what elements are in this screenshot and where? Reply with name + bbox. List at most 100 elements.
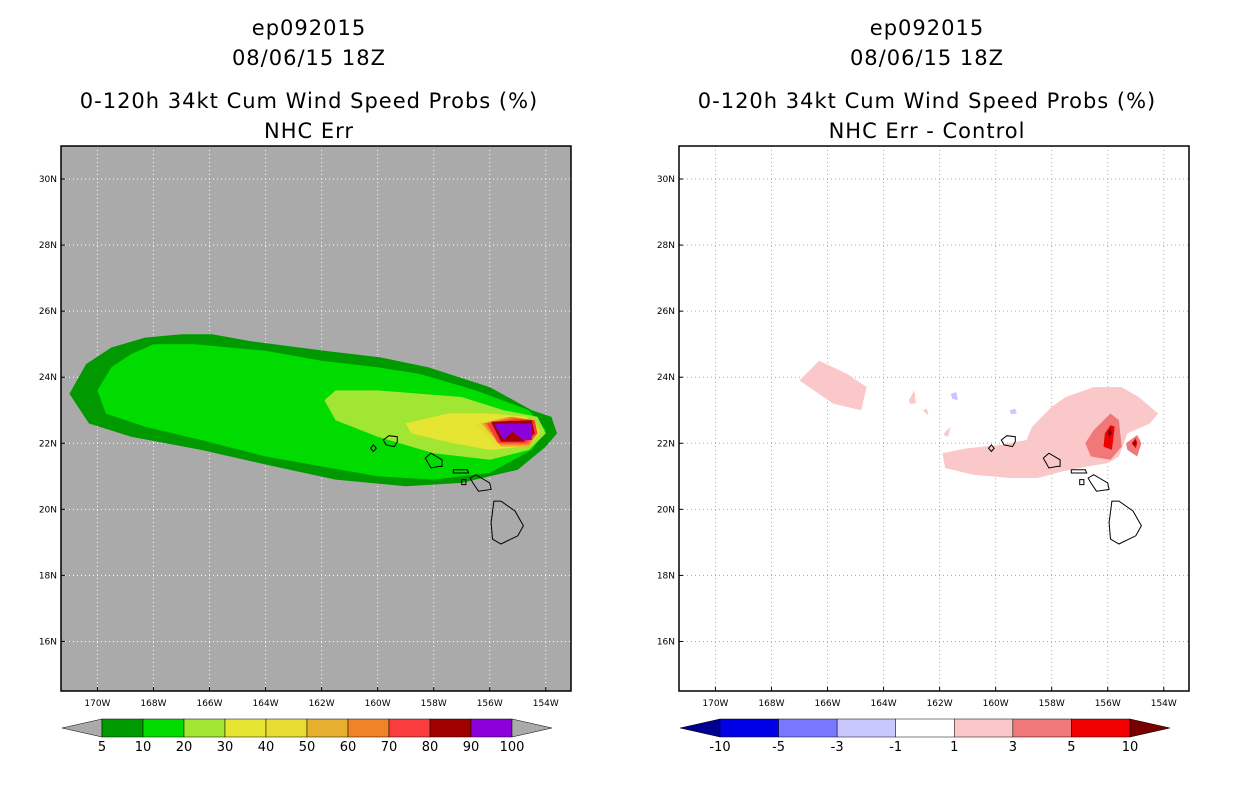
contour-region-90	[493, 423, 532, 440]
contour-region-10	[1107, 428, 1112, 437]
lon-tick-label: 164W	[871, 699, 897, 709]
lon-tick-label: 158W	[1039, 699, 1065, 709]
lat-tick-label: 24N	[657, 373, 675, 383]
colorbar-over-arrow	[1129, 718, 1171, 738]
colorbar-swatch	[306, 718, 349, 738]
colorbar-label: 3	[1009, 740, 1017, 755]
colorbar-label: 90	[463, 740, 480, 755]
colorbar-under-arrow	[61, 718, 103, 738]
lon-tick-label: 168W	[758, 699, 784, 709]
island-hawaii	[490, 500, 524, 545]
colorbar-label: 10	[135, 740, 152, 755]
contour-region-neg1	[1009, 408, 1017, 415]
island-kauai	[382, 435, 398, 448]
colorbar-swatch	[429, 718, 472, 738]
lat-tick-label: 28N	[39, 241, 57, 251]
product-title: 0-120h 34kt Cum Wind Speed Probs (%)	[697, 89, 1157, 113]
lon-tick-label: 156W	[1095, 699, 1121, 709]
lat-tick-label: 20N	[657, 505, 675, 515]
lat-tick-label: 28N	[657, 241, 675, 251]
product-subtitle: NHC Err	[263, 119, 354, 143]
lon-tick-label: 160W	[983, 699, 1009, 709]
contour-region-3	[1085, 413, 1122, 460]
colorbar-swatch	[347, 718, 390, 738]
lon-tick-label: 166W	[196, 699, 222, 709]
colorbar-label: 5	[98, 740, 106, 755]
colorbar-swatch	[1071, 718, 1131, 738]
colorbar-label: 100	[500, 740, 525, 755]
colorbar-swatch	[895, 718, 955, 738]
colorbar-label: -3	[831, 740, 844, 755]
lon-tick-label: 168W	[140, 699, 166, 709]
colorbar-label: -1	[889, 740, 902, 755]
island-molokai	[452, 469, 470, 474]
colorbar-label: -5	[772, 740, 785, 755]
datetime-title: 08/06/15 18Z	[849, 46, 1005, 70]
lon-tick-label: 154W	[1151, 699, 1177, 709]
colorbar-label: 20	[176, 740, 193, 755]
lat-tick-label: 24N	[39, 373, 57, 383]
colorbar-swatch	[719, 718, 779, 738]
colorbar-label: 30	[217, 740, 234, 755]
island-maui	[1087, 474, 1110, 492]
plot-frame	[60, 145, 572, 692]
lat-tick-label: 16N	[657, 637, 675, 647]
colorbar-label: -10	[709, 740, 730, 755]
island-molokai	[1070, 469, 1088, 474]
colorbar-label: 60	[340, 740, 357, 755]
left-panel: ep092015 08/06/15 18Z 0-120h 34kt Cum Wi…	[39, 16, 572, 755]
lat-tick-label: 20N	[39, 505, 57, 515]
colorbar-swatch	[1012, 718, 1072, 738]
contour-region-1	[943, 426, 951, 437]
lon-tick-label: 158W	[421, 699, 447, 709]
lon-tick-label: 170W	[84, 699, 110, 709]
island-hawaii	[1108, 500, 1142, 545]
colorbar-swatch	[265, 718, 308, 738]
lon-tick-label: 164W	[253, 699, 279, 709]
contour-region-10	[1133, 440, 1137, 446]
probability-map: 170W 168W 166W 164W 162W 160W 158W 156W 154W 30N 2…	[39, 145, 572, 755]
colorbar-swatch	[183, 718, 226, 738]
colorbar-label: 50	[299, 740, 316, 755]
colorbar-swatch	[954, 718, 1014, 738]
lat-tick-label: 30N	[39, 175, 57, 185]
island-oahu	[1042, 452, 1061, 469]
colorbar-label: 40	[258, 740, 275, 755]
product-subtitle: NHC Err - Control	[828, 119, 1026, 143]
lat-tick-label: 22N	[39, 439, 57, 449]
contour-region-5	[1103, 425, 1115, 450]
contour-region-3	[1126, 435, 1142, 457]
colorbar-label: 1	[950, 740, 958, 755]
lat-tick-label: 22N	[657, 439, 675, 449]
lat-tick-label: 16N	[39, 637, 57, 647]
colorbar-swatch	[388, 718, 431, 738]
lon-tick-label: 166W	[814, 699, 840, 709]
lat-tick-label: 26N	[657, 307, 675, 317]
colorbar-swatch	[778, 718, 838, 738]
lon-tick-label: 162W	[927, 699, 953, 709]
lat-tick-label: 30N	[657, 175, 675, 185]
island-oahu	[424, 452, 443, 469]
island-maui	[469, 474, 492, 492]
island-niihau	[369, 444, 377, 453]
colorbar-label: 80	[422, 740, 439, 755]
lat-tick-label: 18N	[657, 571, 675, 581]
lon-tick-label: 156W	[477, 699, 503, 709]
lon-tick-label: 170W	[702, 699, 728, 709]
contour-region-1	[799, 360, 867, 411]
colorbar-label: 70	[381, 740, 398, 755]
contour-region-1	[922, 408, 929, 416]
island-lanai	[1079, 479, 1085, 486]
island-kauai	[1000, 435, 1016, 448]
plot-frame	[678, 145, 1190, 692]
storm-id-title: ep092015	[869, 16, 985, 40]
contour-region-neg1	[950, 392, 958, 401]
colorbar-label: 10	[1122, 740, 1139, 755]
right-panel: ep092015 08/06/15 18Z 0-120h 34kt Cum Wi…	[618, 0, 1236, 800]
colorbar-swatch	[224, 718, 267, 738]
contour-region-1	[908, 390, 916, 404]
colorbar-swatch	[470, 718, 513, 738]
lon-tick-label: 154W	[533, 699, 559, 709]
colorbar-swatch	[101, 718, 144, 738]
colorbar-label: 5	[1067, 740, 1075, 755]
